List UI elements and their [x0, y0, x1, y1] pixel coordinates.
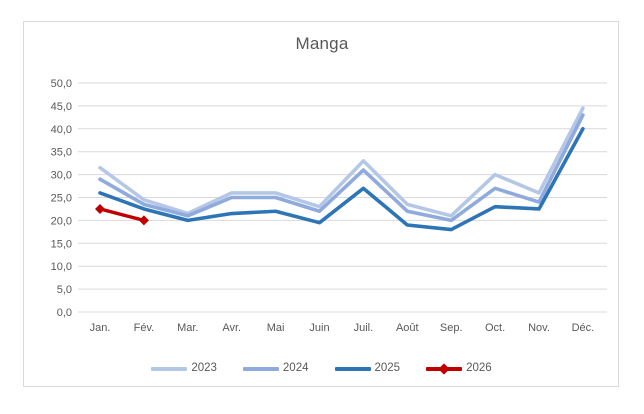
x-tick-label: Mai	[267, 322, 285, 334]
series-line-2023	[98, 106, 585, 218]
legend-label-2026: 2026	[466, 362, 492, 375]
y-tick-label: 0,0	[57, 307, 72, 319]
y-tick-label: 10,0	[51, 261, 72, 273]
series-line-2024	[98, 113, 585, 223]
x-tick-label: Déc.	[572, 322, 595, 334]
y-tick-label: 30,0	[51, 170, 72, 182]
x-tick-label: Jan.	[90, 322, 111, 334]
legend-line-swatch-2026	[426, 362, 463, 375]
legend-item-2025[interactable]: 2025	[334, 362, 401, 375]
y-tick-label: 5,0	[57, 284, 72, 296]
x-tick-label: Mar.	[177, 322, 198, 334]
legend-line-swatch-2024	[242, 367, 279, 371]
series-marker-2026	[138, 215, 149, 226]
legend-label-2023: 2023	[191, 362, 217, 375]
y-tick-label: 35,0	[51, 147, 72, 159]
y-tick-label: 25,0	[51, 193, 72, 205]
y-tick-label: 50,0	[51, 78, 72, 90]
series-marker-2026	[95, 203, 105, 214]
x-tick-label: Nov.	[528, 322, 550, 334]
x-tick-label: Juil.	[354, 322, 374, 334]
x-tick-label: Août	[396, 322, 419, 334]
legend-label-2024: 2024	[282, 362, 309, 375]
legend-label-2025: 2025	[374, 362, 401, 375]
y-axis-labels: 0,0 5,0 10,0 15,0 20,0 25,0 30,0 35,0 40,0 45,0 50…	[51, 78, 72, 319]
x-tick-label: Oct.	[485, 322, 505, 334]
x-axis-labels: Jan. Fév. Mar. Avr. Mai Juin Juil. Août Sep. Oct.…	[90, 322, 595, 334]
y-tick-label: 20,0	[51, 215, 72, 227]
legend-line-swatch-2025	[334, 367, 371, 371]
legend-item-2024[interactable]: 2024	[242, 362, 309, 375]
chart-title[interactable]: Manga	[295, 34, 349, 53]
y-tick-label: 15,0	[51, 238, 72, 250]
x-tick-label: Fév.	[134, 322, 155, 334]
y-tick-label: 45,0	[51, 101, 72, 113]
legend-diamond-marker	[438, 362, 450, 375]
gridlines	[78, 82, 607, 313]
legend-item-2026[interactable]: 2026	[426, 363, 492, 375]
series-line-2026	[98, 207, 146, 223]
legend-item-2023[interactable]: 2023	[151, 363, 217, 375]
y-tick-label: 40,0	[51, 124, 72, 136]
legend-line-swatch-2023	[151, 367, 188, 371]
chart-legend: 2023 2024 2025 2026	[23, 359, 620, 379]
x-tick-label: Juin	[309, 322, 329, 334]
x-tick-label: Sep.	[440, 322, 463, 334]
x-tick-label: Avr.	[222, 322, 241, 334]
series-line-2025	[98, 127, 585, 232]
